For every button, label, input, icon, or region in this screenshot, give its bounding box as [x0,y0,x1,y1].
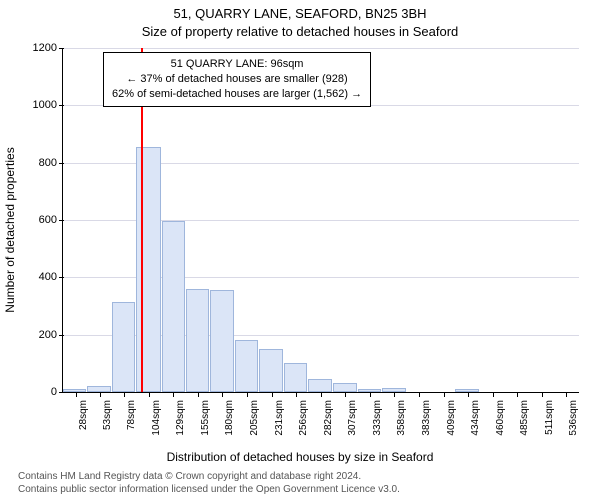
y-tick-label: 400 [39,271,63,283]
histogram-bar [259,349,283,392]
x-tick-mark [370,392,371,397]
info-box-line3: 62% of semi-detached houses are larger (… [112,87,362,102]
x-tick-mark [444,392,445,397]
x-tick-label: 307sqm [347,398,358,450]
x-tick-mark [173,392,174,397]
y-tick-label: 200 [39,329,63,341]
x-tick-mark [394,392,395,397]
x-tick-label: 231sqm [274,398,285,450]
x-tick-mark [517,392,518,397]
histogram-bar [210,290,234,392]
y-tick-label: 0 [51,386,63,398]
histogram-bar [333,383,357,392]
chart-container: 51, QUARRY LANE, SEAFORD, BN25 3BH Size … [0,0,600,500]
x-tick-mark [321,392,322,397]
x-tick-mark [566,392,567,397]
x-tick-mark [149,392,150,397]
x-tick-mark [76,392,77,397]
y-tick-label: 800 [39,157,63,169]
histogram-bar [136,147,160,392]
x-tick-mark [468,392,469,397]
x-tick-label: 536sqm [568,398,579,450]
x-tick-mark [124,392,125,397]
x-tick-mark [542,392,543,397]
x-tick-label: 434sqm [470,398,481,450]
x-axis-label: Distribution of detached houses by size … [0,450,600,464]
x-tick-label: 256sqm [298,398,309,450]
x-tick-mark [493,392,494,397]
x-tick-label: 104sqm [151,398,162,450]
histogram-bar [112,302,135,392]
x-tick-mark [247,392,248,397]
x-tick-label: 409sqm [446,398,457,450]
y-tick-label: 600 [39,214,63,226]
histogram-bar [235,340,258,392]
x-tick-label: 78sqm [126,398,137,450]
x-tick-label: 129sqm [175,398,186,450]
info-box-line1: 51 QUARRY LANE: 96sqm [112,57,362,72]
x-tick-mark [100,392,101,397]
x-tick-mark [296,392,297,397]
y-tick-label: 1200 [33,42,63,54]
histogram-bar [284,363,307,392]
attribution-line2: Contains public sector information licen… [18,484,400,497]
x-tick-label: 333sqm [372,398,383,450]
info-box: 51 QUARRY LANE: 96sqm ← 37% of detached … [103,52,371,107]
x-tick-label: 180sqm [224,398,235,450]
attribution-text: Contains HM Land Registry data © Crown c… [18,471,400,496]
histogram-bar [186,289,209,392]
x-tick-label: 383sqm [421,398,432,450]
histogram-bar [162,221,185,392]
x-tick-mark [272,392,273,397]
x-tick-label: 155sqm [200,398,211,450]
attribution-line1: Contains HM Land Registry data © Crown c… [18,471,400,484]
histogram-bar [308,379,331,392]
x-tick-label: 511sqm [544,398,555,450]
x-tick-label: 358sqm [396,398,407,450]
x-tick-mark [419,392,420,397]
x-tick-label: 485sqm [519,398,530,450]
y-axis-label: Number of detached properties [3,147,17,312]
x-tick-label: 28sqm [78,398,89,450]
x-tick-mark [345,392,346,397]
x-tick-mark [198,392,199,397]
plot-area: 020040060080010001200 51 QUARRY LANE: 96… [62,48,579,393]
x-tick-label: 53sqm [102,398,113,450]
info-box-line2: ← 37% of detached houses are smaller (92… [112,72,362,87]
chart-title: 51, QUARRY LANE, SEAFORD, BN25 3BH [0,6,600,21]
x-tick-label: 460sqm [495,398,506,450]
y-tick-label: 1000 [33,99,63,111]
x-tick-label: 205sqm [249,398,260,450]
x-tick-label: 282sqm [323,398,334,450]
chart-subtitle: Size of property relative to detached ho… [0,24,600,39]
x-tick-mark [222,392,223,397]
